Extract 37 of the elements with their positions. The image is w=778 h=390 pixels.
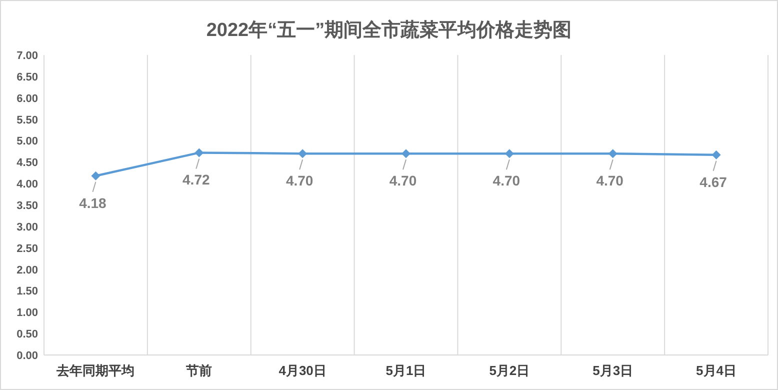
y-tick-label: 4.50 (16, 157, 38, 170)
y-tick-label: 1.50 (16, 286, 38, 298)
chart-title: 2022年“五一”期间全市蔬菜平均价格走势图 (206, 19, 572, 41)
data-label: 4.18 (79, 194, 107, 211)
y-tick-label: 5.50 (16, 114, 38, 126)
y-tick-label: 3.50 (16, 200, 38, 212)
point (608, 149, 618, 158)
y-tick-label: 4.00 (16, 178, 38, 191)
y-tick-label: 6.00 (16, 92, 38, 105)
x-tick-label: 5月1日 (386, 363, 426, 378)
point (504, 149, 514, 158)
x-tick-label: 节前 (185, 363, 212, 378)
data-label: 4.72 (182, 172, 210, 188)
y-tick-label: 5.00 (16, 136, 38, 148)
y-tick-label: 0.00 (16, 350, 38, 362)
x-tick-label: 5月3日 (592, 363, 634, 378)
point (712, 150, 721, 160)
y-tick-label: 1.00 (16, 307, 38, 320)
x-tick-label: 5月2日 (489, 363, 530, 378)
point (194, 148, 204, 158)
point (402, 149, 410, 158)
y-tick-label: 2.50 (16, 242, 38, 255)
y-tick-label: 3.00 (16, 221, 38, 234)
x-tick-label: 去年同期平均 (56, 363, 135, 378)
data-label: 4.67 (700, 174, 728, 190)
data-label: 4.70 (389, 172, 417, 189)
y-tick-label: 6.50 (16, 71, 38, 84)
y-tick-label: 7.00 (16, 50, 38, 62)
point (91, 171, 100, 180)
data-label: 4.70 (492, 172, 520, 189)
x-tick-label: 5月4日 (696, 363, 737, 378)
data-label: 4.70 (286, 172, 314, 189)
x-tick-label: 4月30日 (278, 363, 326, 378)
y-tick-label: 0.50 (16, 328, 38, 341)
point (298, 149, 308, 158)
data-label: 4.70 (596, 172, 624, 189)
y-tick-label: 2.00 (16, 264, 38, 276)
